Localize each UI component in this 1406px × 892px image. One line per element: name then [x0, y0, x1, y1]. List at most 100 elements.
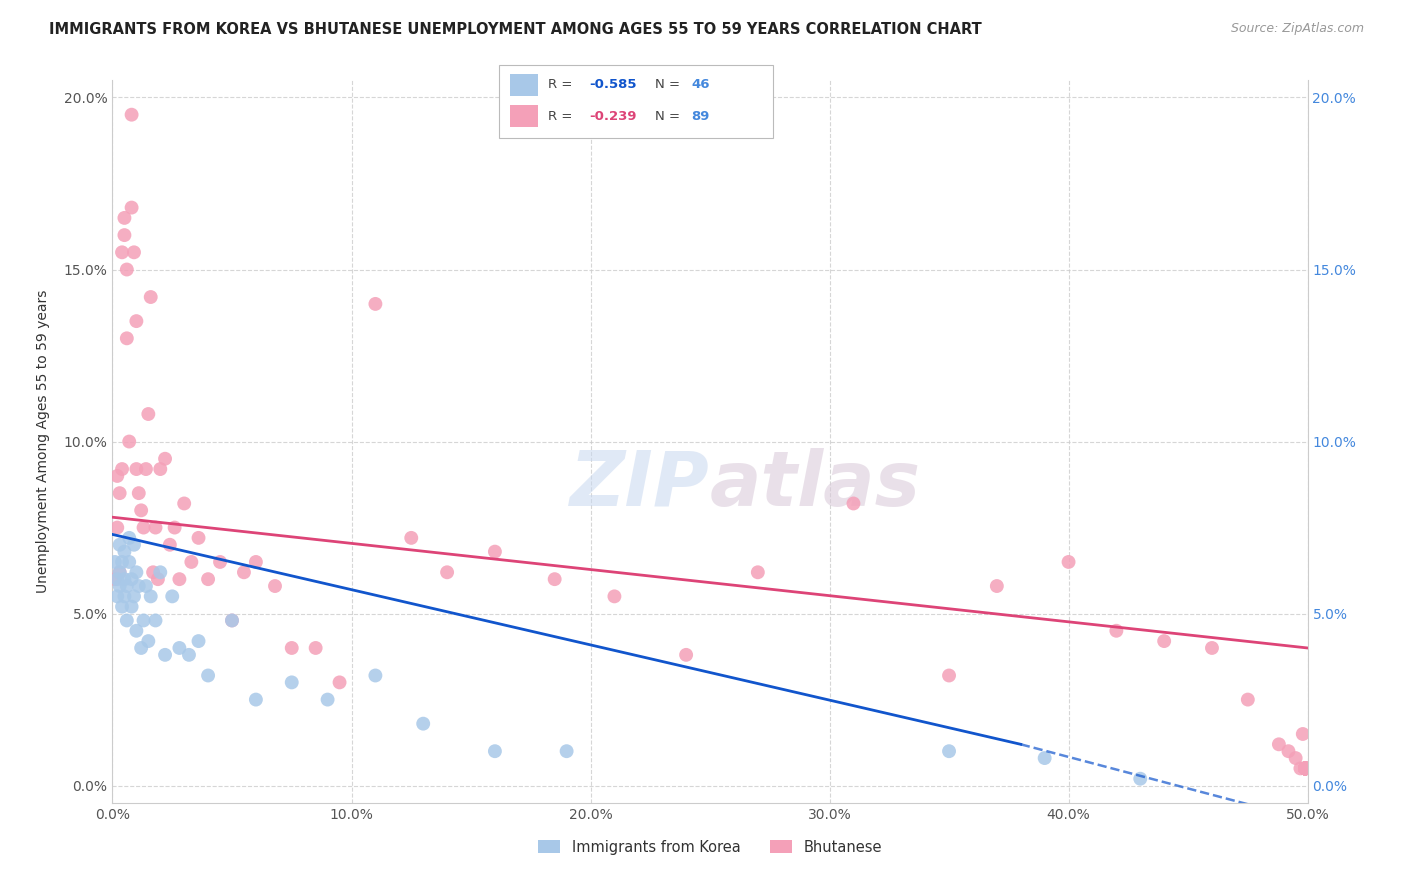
Point: [1294, 761, 1316, 775]
Point: [187, 634, 209, 648]
Point: [129, 640, 152, 655]
Point: [111, 245, 134, 260]
Point: [104, 555, 127, 569]
Text: N =: N =: [655, 78, 685, 91]
Point: [1294, 761, 1316, 775]
Point: [180, 555, 202, 569]
Point: [1129, 772, 1152, 786]
FancyBboxPatch shape: [499, 65, 773, 138]
Point: [163, 520, 186, 534]
Point: [412, 716, 434, 731]
Point: [162, 590, 183, 604]
Point: [122, 590, 145, 604]
Point: [114, 590, 135, 604]
Point: [364, 668, 387, 682]
Point: [135, 462, 157, 476]
Point: [1289, 761, 1312, 775]
Point: [747, 566, 769, 580]
Point: [197, 572, 219, 586]
Point: [1033, 751, 1056, 765]
Text: -0.585: -0.585: [589, 78, 637, 91]
FancyBboxPatch shape: [510, 105, 537, 128]
Point: [1294, 761, 1316, 775]
Point: [114, 544, 135, 558]
Point: [986, 579, 1008, 593]
Point: [115, 262, 138, 277]
Point: [125, 462, 148, 476]
Point: [138, 407, 160, 421]
Point: [118, 531, 141, 545]
Point: [316, 692, 339, 706]
Point: [281, 675, 304, 690]
Point: [1294, 761, 1316, 775]
Point: [1294, 761, 1316, 775]
Point: [1294, 761, 1316, 775]
Point: [329, 675, 352, 690]
Point: [121, 201, 143, 215]
Text: atlas: atlas: [710, 448, 921, 522]
Point: [1294, 761, 1316, 775]
Point: [1201, 640, 1223, 655]
Point: [122, 245, 145, 260]
Point: [104, 572, 127, 586]
Point: [1294, 761, 1316, 775]
Point: [149, 462, 172, 476]
Point: [153, 648, 176, 662]
Point: [139, 290, 162, 304]
Point: [118, 434, 141, 449]
Point: [121, 108, 143, 122]
Point: [146, 572, 169, 586]
Legend: Immigrants from Korea, Bhutanese: Immigrants from Korea, Bhutanese: [533, 834, 887, 861]
Point: [187, 531, 209, 545]
Point: [364, 297, 387, 311]
Point: [233, 566, 256, 580]
Point: [245, 555, 267, 569]
Point: [1294, 761, 1316, 775]
Point: [484, 544, 506, 558]
Point: [105, 520, 128, 534]
Point: [938, 668, 960, 682]
Point: [114, 211, 135, 225]
Point: [1294, 761, 1316, 775]
Point: [1294, 761, 1316, 775]
Text: -0.239: -0.239: [589, 110, 637, 123]
Point: [173, 496, 195, 510]
Point: [938, 744, 960, 758]
Point: [209, 555, 232, 569]
Point: [153, 451, 176, 466]
Point: [543, 572, 565, 586]
Point: [111, 599, 134, 614]
Point: [1285, 751, 1308, 765]
Point: [177, 648, 200, 662]
Point: [139, 590, 162, 604]
Point: [245, 692, 267, 706]
Point: [121, 572, 143, 586]
Point: [114, 572, 135, 586]
Y-axis label: Unemployment Among Ages 55 to 59 years: Unemployment Among Ages 55 to 59 years: [37, 290, 49, 593]
Point: [169, 640, 191, 655]
Point: [436, 566, 458, 580]
Point: [111, 555, 134, 569]
Point: [1153, 634, 1175, 648]
Text: ZIP: ZIP: [571, 448, 710, 522]
Point: [281, 640, 304, 655]
Point: [1294, 761, 1316, 775]
Text: 89: 89: [692, 110, 710, 123]
Point: [128, 579, 150, 593]
Point: [1105, 624, 1128, 638]
FancyBboxPatch shape: [510, 74, 537, 95]
Point: [1294, 761, 1316, 775]
Point: [401, 531, 423, 545]
Point: [118, 555, 141, 569]
Point: [108, 566, 131, 580]
Point: [145, 614, 167, 628]
Point: [135, 579, 157, 593]
Text: R =: R =: [548, 110, 576, 123]
Point: [114, 228, 135, 243]
Point: [159, 538, 181, 552]
Point: [305, 640, 328, 655]
Point: [1294, 761, 1316, 775]
Text: R =: R =: [548, 78, 576, 91]
Point: [1294, 761, 1316, 775]
Point: [132, 614, 155, 628]
